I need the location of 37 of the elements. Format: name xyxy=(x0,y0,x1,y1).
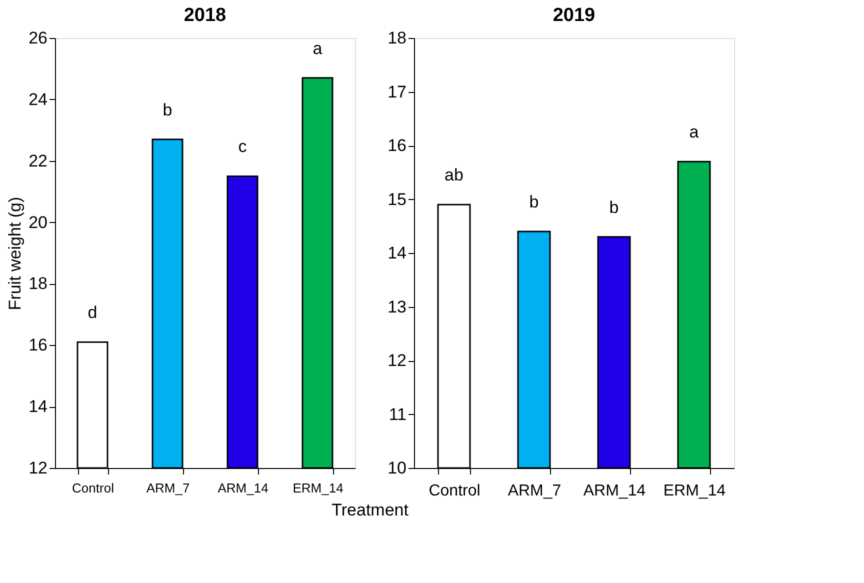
annotation: c xyxy=(238,137,248,156)
y-tick-label: 16 xyxy=(388,136,406,155)
x-tick-label: Control xyxy=(428,482,480,500)
y-tick-label: 11 xyxy=(388,404,406,424)
x-tick-label: ERM_14 xyxy=(663,482,726,500)
y-tick-label: 18 xyxy=(28,274,48,294)
annotation: a xyxy=(689,122,700,142)
y-tick-label: 14 xyxy=(388,244,406,262)
annotation: ab xyxy=(444,166,464,185)
y-tick-label: 24 xyxy=(28,90,48,109)
annotation: b xyxy=(609,198,619,217)
chart-title: 2019 xyxy=(552,5,596,26)
y-tick-label: 15 xyxy=(388,190,406,209)
y-tick-label: 12 xyxy=(388,351,406,370)
y-tick-label: 14 xyxy=(28,397,48,416)
x-tick-label: Control xyxy=(72,480,114,496)
x-tick-label: ARM_7 xyxy=(146,480,190,496)
y-tick-label: 13 xyxy=(388,297,406,316)
y-tick-label: 12 xyxy=(28,458,48,478)
x-tick-label: ARM_14 xyxy=(218,480,268,496)
x-tick-label: ARM_7 xyxy=(508,482,562,500)
y-tick-label: 18 xyxy=(388,28,406,48)
annotation: a xyxy=(312,38,323,58)
y-tick-label: 17 xyxy=(388,82,406,102)
x-axis-title: Treatment xyxy=(332,500,409,520)
y-tick-label: 16 xyxy=(28,336,48,355)
y-tick-label: 10 xyxy=(388,458,406,478)
x-tick-label: ARM_14 xyxy=(583,482,646,500)
y-tick-label: 26 xyxy=(28,28,48,48)
y-tick-label: 20 xyxy=(28,212,48,232)
chart-title: 2018 xyxy=(184,5,226,26)
annotation: b xyxy=(162,100,172,120)
annotation: b xyxy=(529,192,539,212)
y-tick-label: 22 xyxy=(28,151,48,170)
y-axis-title: Fruit weight (g) xyxy=(6,196,25,310)
x-tick-label: ERM_14 xyxy=(292,480,344,496)
annotation: d xyxy=(88,303,98,322)
